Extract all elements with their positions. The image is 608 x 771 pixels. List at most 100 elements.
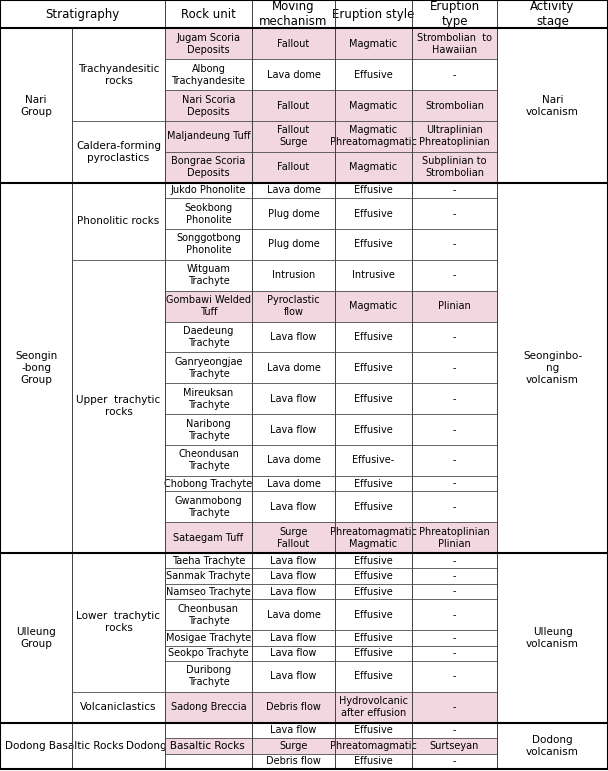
Text: Lava flow: Lava flow — [271, 587, 317, 597]
Text: Phreatomagmatic: Phreatomagmatic — [330, 741, 417, 751]
Bar — [165, 645, 252, 661]
Bar — [72, 692, 165, 722]
Text: Plug dome: Plug dome — [268, 240, 319, 250]
Text: Nari
Group: Nari Group — [20, 95, 52, 116]
Text: Cheondusan
Trachyte: Cheondusan Trachyte — [178, 449, 239, 471]
Bar — [335, 476, 412, 491]
Text: Ultraplinian
Phreatoplinian: Ultraplinian Phreatoplinian — [419, 126, 490, 147]
Text: Debris flow: Debris flow — [266, 702, 321, 712]
Text: Seokpo Trachyte: Seokpo Trachyte — [168, 648, 249, 658]
Text: Effusive: Effusive — [354, 186, 393, 196]
Text: Ulleung
Group: Ulleung Group — [16, 627, 56, 649]
Text: Magmatic: Magmatic — [350, 301, 398, 311]
Bar — [165, 229, 252, 260]
Bar — [497, 0, 608, 29]
Text: Lava flow: Lava flow — [271, 425, 317, 435]
Bar — [165, 599, 252, 630]
Text: -: - — [453, 271, 456, 281]
Text: Effusive: Effusive — [354, 633, 393, 643]
Bar — [412, 630, 497, 645]
Bar — [412, 645, 497, 661]
Text: Hydrovolcanic
after effusion: Hydrovolcanic after effusion — [339, 696, 408, 719]
Bar — [335, 198, 412, 229]
Bar — [335, 753, 412, 769]
Text: Gwanmobong
Trachyte: Gwanmobong Trachyte — [174, 496, 243, 518]
Text: Dodong
volcanism: Dodong volcanism — [526, 735, 579, 757]
Text: Surge: Surge — [279, 741, 308, 751]
Bar — [165, 661, 252, 692]
Bar — [335, 90, 412, 121]
Bar — [412, 59, 497, 90]
Text: Effusive: Effusive — [354, 610, 393, 620]
Text: Effusive: Effusive — [354, 587, 393, 597]
Text: Dodong Basaltic Rocks: Dodong Basaltic Rocks — [5, 741, 124, 751]
Bar — [165, 738, 252, 753]
Text: Gombawi Welded
Tuff: Gombawi Welded Tuff — [166, 295, 251, 317]
Bar — [165, 121, 252, 152]
Bar — [165, 553, 252, 568]
Bar — [412, 260, 497, 291]
Text: Effusive: Effusive — [354, 69, 393, 79]
Text: Rock unit: Rock unit — [181, 8, 236, 21]
Text: -: - — [453, 502, 456, 512]
Text: Effusive: Effusive — [354, 756, 393, 766]
Bar — [335, 445, 412, 476]
Text: Phreatoplinian
Plinian: Phreatoplinian Plinian — [419, 527, 490, 549]
Text: -: - — [453, 363, 456, 373]
Bar — [252, 229, 335, 260]
Bar — [335, 183, 412, 198]
Text: Subplinian to
Strombolian: Subplinian to Strombolian — [422, 157, 487, 178]
Text: Lava dome: Lava dome — [266, 186, 320, 196]
Text: Effusive: Effusive — [354, 571, 393, 581]
Text: Effusive: Effusive — [354, 363, 393, 373]
Bar — [412, 753, 497, 769]
Text: Lava flow: Lava flow — [271, 394, 317, 404]
Bar — [165, 491, 252, 522]
Bar — [72, 183, 165, 260]
Bar — [0, 0, 165, 29]
Text: Seokbong
Phonolite: Seokbong Phonolite — [184, 203, 233, 224]
Bar — [335, 352, 412, 383]
Bar — [335, 661, 412, 692]
Bar — [252, 59, 335, 90]
Text: -: - — [453, 394, 456, 404]
Bar — [252, 322, 335, 352]
Bar — [335, 645, 412, 661]
Bar — [165, 152, 252, 183]
Text: Lava flow: Lava flow — [271, 556, 317, 566]
Bar — [252, 260, 335, 291]
Bar — [335, 553, 412, 568]
Bar — [335, 692, 412, 722]
Text: Debris flow: Debris flow — [266, 756, 321, 766]
Text: -: - — [453, 587, 456, 597]
Bar — [72, 121, 165, 183]
Text: Lava flow: Lava flow — [271, 571, 317, 581]
Bar — [252, 414, 335, 445]
Text: Effusive: Effusive — [354, 556, 393, 566]
Bar — [252, 121, 335, 152]
Bar — [412, 491, 497, 522]
Text: Lava flow: Lava flow — [271, 633, 317, 643]
Bar — [412, 291, 497, 322]
Bar — [412, 29, 497, 59]
Bar — [412, 553, 497, 568]
Text: Sadong Breccia: Sadong Breccia — [171, 702, 246, 712]
Text: Effusive: Effusive — [354, 332, 393, 342]
Bar — [165, 753, 252, 769]
Bar — [335, 722, 412, 738]
Text: -: - — [453, 571, 456, 581]
Bar — [72, 29, 165, 121]
Text: Effusive: Effusive — [354, 394, 393, 404]
Text: -: - — [453, 672, 456, 682]
Bar — [335, 121, 412, 152]
Bar — [252, 584, 335, 599]
Bar — [252, 630, 335, 645]
Bar — [412, 584, 497, 599]
Text: Lower  trachytic
rocks: Lower trachytic rocks — [77, 611, 161, 634]
Text: -: - — [453, 756, 456, 766]
Text: Sataegam Tuff: Sataegam Tuff — [173, 533, 244, 543]
Text: -: - — [453, 702, 456, 712]
Bar — [412, 445, 497, 476]
Text: -: - — [453, 726, 456, 736]
Text: Magmatic: Magmatic — [350, 163, 398, 173]
